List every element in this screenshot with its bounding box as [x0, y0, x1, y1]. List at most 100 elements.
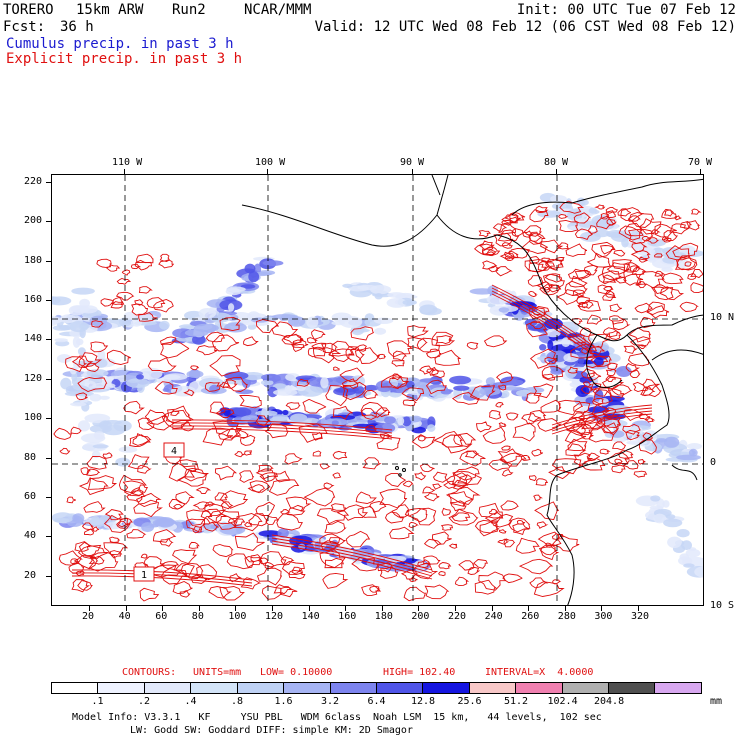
contour-tag: 4: [163, 442, 185, 458]
cumulus-precip-shading: [52, 192, 703, 578]
grid-y-label: 220: [24, 176, 43, 187]
explicit-precip-contours: [53, 200, 703, 602]
axis-tick: [46, 182, 51, 183]
axis-tick: [46, 378, 51, 380]
axis-tick: [412, 169, 413, 174]
color-bar-swatch: [609, 683, 656, 693]
grid-y-label: 100: [24, 412, 43, 424]
longitude-label: 80 W: [544, 157, 569, 168]
forecast-label: Fcst:: [3, 19, 46, 35]
axis-tick: [125, 606, 127, 611]
axis-tick: [638, 606, 639, 611]
color-bar-level: 12.8: [411, 696, 436, 707]
model-org: NCAR/MMM: [244, 2, 312, 18]
axis-tick: [528, 606, 530, 611]
contours-high: HIGH= 102.40: [383, 667, 456, 678]
grid-x-label: 320: [631, 611, 650, 622]
color-bar-swatch: [191, 683, 238, 693]
color-bar-swatch: [284, 683, 331, 693]
grid-x-label: 280: [557, 611, 576, 622]
axis-tick: [272, 606, 273, 611]
color-bar-level: 102.4: [547, 696, 578, 707]
axis-tick: [235, 606, 237, 611]
grid-y-label: 160: [24, 294, 43, 306]
axis-tick: [46, 575, 51, 577]
color-bar-swatch: [376, 683, 424, 693]
lat-lon-grid: [52, 175, 703, 605]
axis-tick: [198, 606, 200, 611]
grid-y-label: 60: [24, 490, 37, 502]
grid-y-label: 80: [24, 451, 37, 463]
grid-y-label: 140: [24, 333, 43, 345]
color-bar-level: 3.2: [321, 696, 340, 707]
forecast-hour: 36 h: [60, 19, 94, 35]
color-bar-swatch: [330, 683, 377, 693]
grid-x-label: 160: [338, 611, 357, 622]
color-bar-swatch: [516, 683, 563, 693]
grid-x-label: 120: [265, 611, 284, 622]
color-bar-swatch: [98, 683, 145, 693]
contours-label: CONTOURS:: [122, 667, 177, 678]
axis-tick: [89, 606, 90, 611]
init-time: Init: 00 UTC Tue 07 Feb 12: [516, 2, 736, 18]
axis-tick: [124, 169, 125, 174]
latitude-label: 10 S: [710, 600, 735, 611]
map-canvas: 41: [52, 175, 703, 605]
contour-tag: 1: [133, 566, 155, 582]
model-run: Run2: [172, 2, 206, 18]
grid-y-label: 20: [24, 569, 37, 581]
grid-y-label: 180: [24, 254, 43, 266]
axis-tick: [46, 300, 51, 302]
model-name: TORERO: [3, 2, 54, 18]
explicit-field-title: Explicit precip. in past 3 h: [6, 51, 243, 67]
contours-interval: INTERVAL=X 4.0000: [485, 667, 594, 678]
grid-x-label: 140: [301, 611, 320, 622]
grid-y-label: 200: [24, 215, 43, 227]
axis-tick: [46, 496, 51, 498]
color-bar-unit: mm: [710, 696, 723, 707]
longitude-label: 110 W: [112, 157, 143, 168]
color-bar-level: 6.4: [367, 696, 386, 707]
grid-x-label: 180: [374, 611, 393, 622]
axis-tick: [46, 221, 51, 223]
axis-tick: [267, 169, 268, 174]
color-bar-level: 204.8: [594, 696, 625, 707]
color-bar-level: .1: [91, 696, 104, 707]
contours-units: UNITS=mm: [193, 667, 242, 678]
color-bar-swatch: [237, 683, 285, 693]
axis-tick: [46, 457, 51, 459]
svg-text:4: 4: [171, 446, 177, 457]
color-bar-level: 1.6: [274, 696, 293, 707]
physics-info-line: LW: Godd SW: Goddard DIFF: simple KM: 2D…: [130, 725, 413, 736]
longitude-label: 100 W: [255, 157, 286, 168]
color-bar-level: .8: [231, 696, 244, 707]
axis-tick: [491, 606, 493, 611]
axis-tick: [345, 606, 347, 611]
color-bar-level: .2: [138, 696, 151, 707]
color-bar-level: 25.6: [457, 696, 482, 707]
grid-x-label: 300: [594, 611, 613, 622]
axis-tick: [46, 418, 51, 420]
axis-tick: [308, 606, 310, 611]
grid-x-label: 260: [521, 611, 540, 622]
grid-y-label: 120: [24, 372, 43, 384]
axis-tick: [162, 606, 164, 611]
axis-tick: [564, 606, 566, 611]
axis-tick: [46, 536, 51, 538]
axis-tick: [556, 169, 557, 174]
contours-low: LOW= 0.10000: [260, 667, 333, 678]
coastline: [241, 175, 703, 605]
grid-x-label: 100: [228, 611, 247, 622]
grid-x-label: 20: [82, 611, 95, 622]
model-info-line: Model Info: V3.3.1 KF YSU PBL WDM 6class…: [72, 712, 602, 723]
grid-x-label: 240: [484, 611, 503, 622]
axis-tick: [455, 606, 456, 611]
axis-tick: [700, 169, 701, 174]
model-resolution: 15km ARW: [76, 2, 144, 18]
color-bar-swatch: [655, 683, 701, 693]
axis-tick: [381, 606, 383, 611]
grid-y-label: 40: [24, 530, 37, 542]
grid-x-label: 220: [448, 611, 467, 622]
